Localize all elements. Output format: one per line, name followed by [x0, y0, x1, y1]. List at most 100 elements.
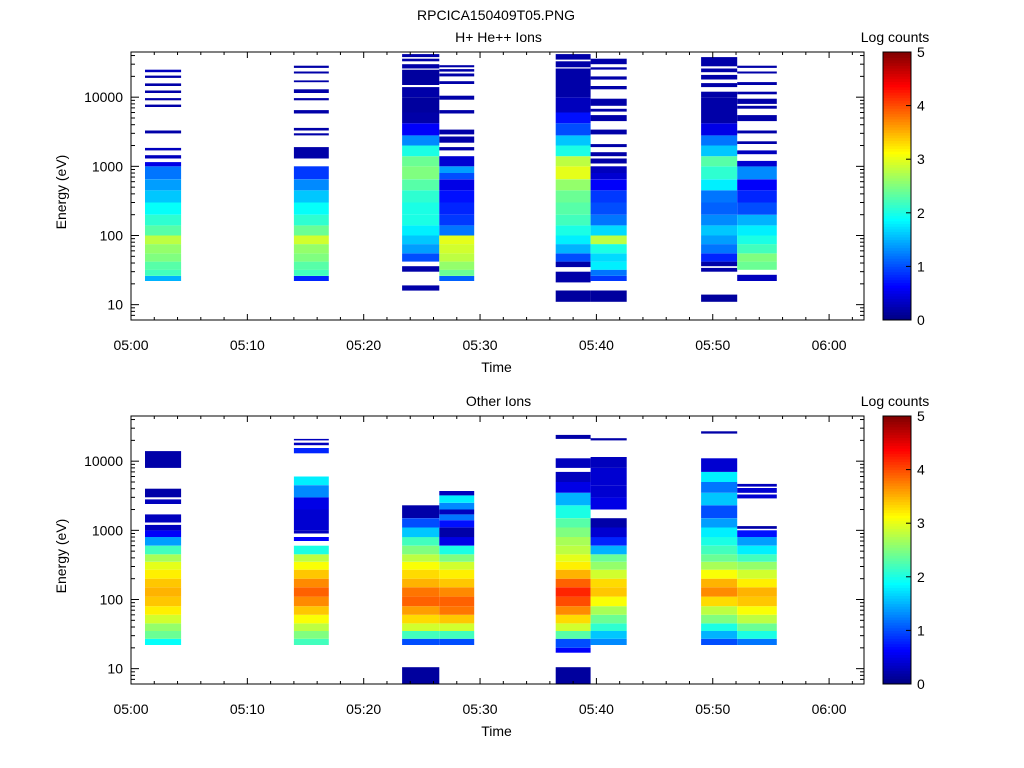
- colorbar-step: [883, 54, 911, 58]
- heatmap-cell: [555, 667, 591, 684]
- heatmap-cell: [590, 485, 627, 498]
- heatmap-cell: [737, 537, 777, 546]
- heatmap-cell: [590, 614, 627, 624]
- heatmap-cell: [145, 90, 182, 93]
- heatmap-cell: [701, 587, 738, 597]
- heatmap-cell: [439, 514, 475, 521]
- colorbar-step: [883, 282, 911, 286]
- colorbar-step: [883, 515, 911, 519]
- y-tick-label: 10: [107, 661, 123, 677]
- heatmap-cell: [737, 115, 777, 122]
- heatmap-cell: [737, 160, 777, 167]
- colorbar-step: [883, 70, 911, 74]
- colorbar-step: [883, 255, 911, 259]
- heatmap-cell: [737, 494, 777, 499]
- colorbar-step: [883, 678, 911, 682]
- heatmap-cell: [293, 71, 329, 74]
- heatmap-cell: [737, 82, 777, 85]
- heatmap-cell: [145, 235, 182, 245]
- colorbar-step: [883, 507, 911, 511]
- heatmap-cell: [439, 95, 475, 100]
- heatmap-cell: [439, 554, 475, 562]
- heatmap-cell: [439, 65, 475, 68]
- panel-1: 05:00 05:10 05:20 05:30 05:40 05:50 06:0010100…: [53, 29, 929, 375]
- colorbar-step: [883, 555, 911, 559]
- colorbar-step: [883, 520, 911, 524]
- heatmap-cell: [590, 225, 627, 236]
- heatmap-cell: [555, 554, 591, 562]
- colorbar-step: [883, 172, 911, 176]
- heatmap-cell: [701, 596, 738, 607]
- heatmap-cell: [402, 614, 440, 624]
- colorbar-step: [883, 242, 911, 246]
- heatmap-cell: [701, 235, 738, 245]
- x-tick-label: 05:10: [230, 337, 265, 353]
- heatmap-cell: [590, 537, 627, 546]
- heatmap-cell: [701, 57, 738, 67]
- colorbar-tick-label: 0: [917, 312, 925, 328]
- colorbar-step: [883, 263, 911, 267]
- heatmap-cell: [737, 225, 777, 236]
- heatmap-cell: [555, 54, 591, 60]
- colorbar-step: [883, 651, 911, 656]
- colorbar-step: [883, 298, 911, 302]
- colorbar-step: [883, 496, 911, 500]
- colorbar-step: [883, 100, 911, 104]
- colorbar-step: [883, 161, 911, 166]
- heatmap-cell: [701, 638, 738, 645]
- colorbar-step: [883, 303, 911, 308]
- heatmap-cell: [293, 614, 329, 624]
- colorbar-step: [883, 94, 911, 99]
- heatmap-cell: [555, 179, 591, 191]
- heatmap-cell: [701, 569, 738, 579]
- heatmap-cell: [590, 527, 627, 538]
- colorbar-step: [883, 649, 911, 653]
- heatmap-cell: [439, 173, 475, 180]
- heatmap-cell: [701, 156, 738, 167]
- colorbar-step: [883, 204, 911, 208]
- heatmap-cell: [737, 561, 777, 570]
- colorbar-step: [883, 234, 911, 238]
- x-tick-label: 05:20: [346, 701, 381, 717]
- colorbar-step: [883, 73, 911, 77]
- colorbar-step: [883, 536, 911, 540]
- heatmap-cell: [701, 606, 738, 615]
- heatmap-cell: [145, 253, 182, 262]
- colorbar-step: [883, 587, 911, 591]
- heatmap-cell: [590, 606, 627, 615]
- colorbar-step: [883, 215, 911, 219]
- figure-title: RPCICA150409T05.PNG: [417, 7, 575, 23]
- colorbar-step: [883, 566, 911, 570]
- colorbar-label: Log counts: [861, 29, 930, 45]
- heatmap-cell: [293, 133, 329, 136]
- heatmap-cell: [439, 253, 475, 262]
- heatmap-cell: [293, 545, 329, 555]
- colorbar-step: [883, 491, 911, 495]
- heatmap-cell: [555, 68, 591, 85]
- colorbar-step: [883, 314, 911, 318]
- heatmap-cell: [402, 123, 440, 136]
- colorbar-step: [883, 148, 911, 152]
- colorbar-step: [883, 675, 911, 680]
- heatmap-cell: [737, 65, 777, 68]
- colorbar-tick-label: 5: [917, 44, 925, 60]
- heatmap-cell: [145, 514, 182, 523]
- colorbar-step: [883, 584, 911, 589]
- heatmap-cell: [701, 614, 738, 624]
- heatmap-cell: [439, 147, 475, 151]
- colorbar-step: [883, 317, 911, 321]
- heatmap-cell: [402, 505, 440, 519]
- heatmap-cell: [555, 434, 591, 439]
- heatmap-cell: [555, 112, 591, 124]
- heatmap-cell: [737, 179, 777, 191]
- heatmap-cell: [402, 112, 440, 124]
- heatmap-cell: [402, 64, 440, 69]
- colorbar-step: [883, 550, 911, 554]
- heatmap-cell: [737, 150, 777, 155]
- heatmap-cell: [555, 190, 591, 203]
- colorbar-tick-label: 1: [917, 258, 925, 274]
- colorbar-step: [883, 541, 911, 546]
- colorbar-step: [883, 466, 911, 471]
- heatmap-cell: [555, 527, 591, 538]
- heatmap-cell: [439, 244, 475, 254]
